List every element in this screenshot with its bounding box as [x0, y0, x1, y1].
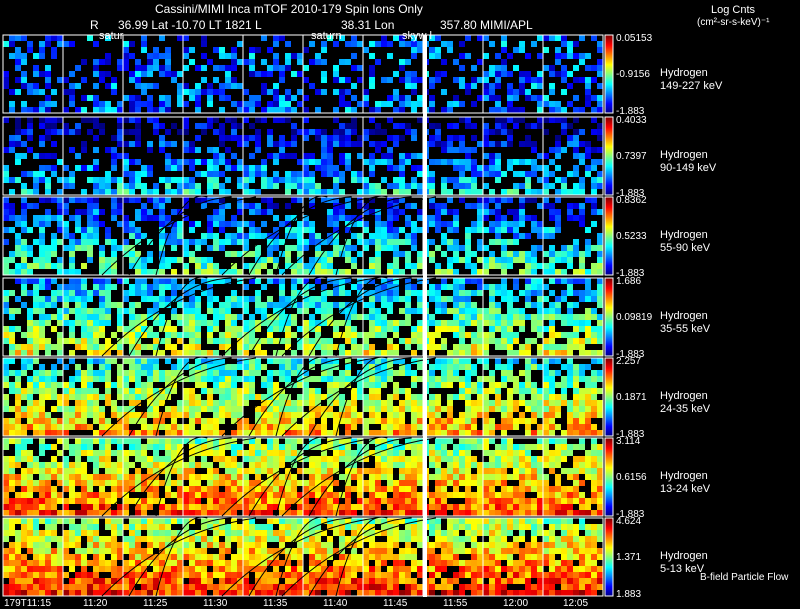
colorbar-2 — [604, 116, 614, 196]
x-tick-label: 11:45 — [383, 598, 408, 609]
colorbar-mid-label: 0.09819 — [616, 312, 653, 323]
data-gap-marker — [423, 35, 427, 597]
x-tick-label: 12:05 — [563, 598, 589, 609]
panel-2 — [3, 117, 603, 195]
saturn-label-1: satur — [99, 30, 124, 42]
pitch-angle-contours — [101, 436, 436, 517]
colorbar-4 — [604, 277, 614, 357]
bfield-particle-flow-label: B-field Particle Flow — [700, 572, 789, 583]
colorbar-max-label: 2.257 — [616, 356, 642, 367]
colorbar-mid-label: -0.9156 — [616, 69, 650, 80]
header-lat-lt-l: 36.99 Lat -10.70 LT 1821 L — [118, 18, 262, 32]
species-label: Hydrogen — [660, 390, 708, 402]
colorbar-max-label: 1.686 — [616, 276, 642, 287]
species-label: Hydrogen — [660, 229, 708, 241]
saturn-label-2: saturn — [311, 30, 342, 42]
panel-5 — [3, 358, 603, 436]
x-tick-label: 11:35 — [263, 598, 288, 609]
x-tick-label: 11:25 — [143, 598, 168, 609]
units-line1: Log Cnts — [711, 4, 756, 16]
colorbar-7 — [604, 517, 614, 597]
energy-range-label: 5-13 keV — [660, 563, 705, 575]
colorbar-min-label: -1.883 — [616, 106, 645, 117]
colorbar-min-label: -1.883 — [616, 268, 645, 279]
x-tick-label: 11:30 — [203, 598, 228, 609]
energy-range-label: 35-55 keV — [660, 323, 711, 335]
header-mimi-apl: 357.80 MIMI/APL — [440, 18, 533, 32]
energy-range-label: 24-35 keV — [660, 403, 711, 415]
chart-title: Cassini/MIMI Inca mTOF 2010-179 Spin Ion… — [155, 2, 423, 16]
colorbar-max-label: 0.8362 — [616, 195, 647, 206]
energy-range-label: 13-24 keV — [660, 483, 711, 495]
pitch-angle-contours — [101, 516, 436, 597]
colorbar-mid-label: 0.6156 — [616, 472, 647, 483]
pitch-angle-contours — [101, 356, 436, 437]
pitch-angle-contours — [101, 276, 436, 357]
colorbar-max-label: 3.114 — [616, 436, 641, 447]
colorbar-mid-label: 0.5233 — [616, 231, 647, 242]
header-lon: 38.31 Lon — [341, 18, 395, 32]
x-tick-label: 11:55 — [443, 598, 468, 609]
colorbar-min-label: -1.883 — [616, 349, 645, 360]
panel-4 — [3, 278, 603, 356]
colorbar-6 — [604, 437, 614, 517]
panel-1 — [3, 35, 603, 113]
colorbar-mid-label: 0.1871 — [616, 392, 647, 403]
x-tick-label: 11:20 — [83, 598, 108, 609]
colorbar-max-label: 0.05153 — [616, 33, 653, 44]
energy-range-label: 90-149 keV — [660, 162, 717, 174]
energy-range-label: 55-90 keV — [660, 242, 711, 254]
x-tick-label: 12:00 — [503, 598, 529, 609]
colorbar-5 — [604, 357, 614, 437]
pitch-angle-contours — [101, 195, 436, 276]
colorbar-mid-label: 1.371 — [616, 552, 642, 563]
energy-range-label: 149-227 keV — [660, 80, 723, 92]
species-label: Hydrogen — [660, 310, 708, 322]
colorbar-mid-label: 0.7397 — [616, 151, 647, 162]
header-r-label: R — [90, 18, 99, 32]
species-label: Hydrogen — [660, 550, 708, 562]
species-label: Hydrogen — [660, 470, 708, 482]
colorbar-min-label: -1.883 — [616, 188, 645, 199]
colorbar-min-label: 1.883 — [616, 589, 642, 600]
x-tick-label: 179T11:15 — [4, 598, 52, 609]
skyward-label: skyw l — [402, 30, 432, 42]
colorbar-max-label: 0.4033 — [616, 115, 647, 126]
colorbar-3 — [604, 196, 614, 276]
species-label: Hydrogen — [660, 67, 708, 79]
x-tick-label: 11:40 — [323, 598, 348, 609]
colorbar-min-label: -1.883 — [616, 509, 645, 520]
units-line2: (cm²-sr-s-keV)⁻¹ — [697, 17, 770, 28]
colorbar-1 — [604, 34, 614, 114]
colorbar-max-label: 4.624 — [616, 516, 642, 527]
colorbar-min-label: -1.883 — [616, 429, 645, 440]
panel-3 — [3, 197, 603, 275]
species-label: Hydrogen — [660, 149, 708, 161]
